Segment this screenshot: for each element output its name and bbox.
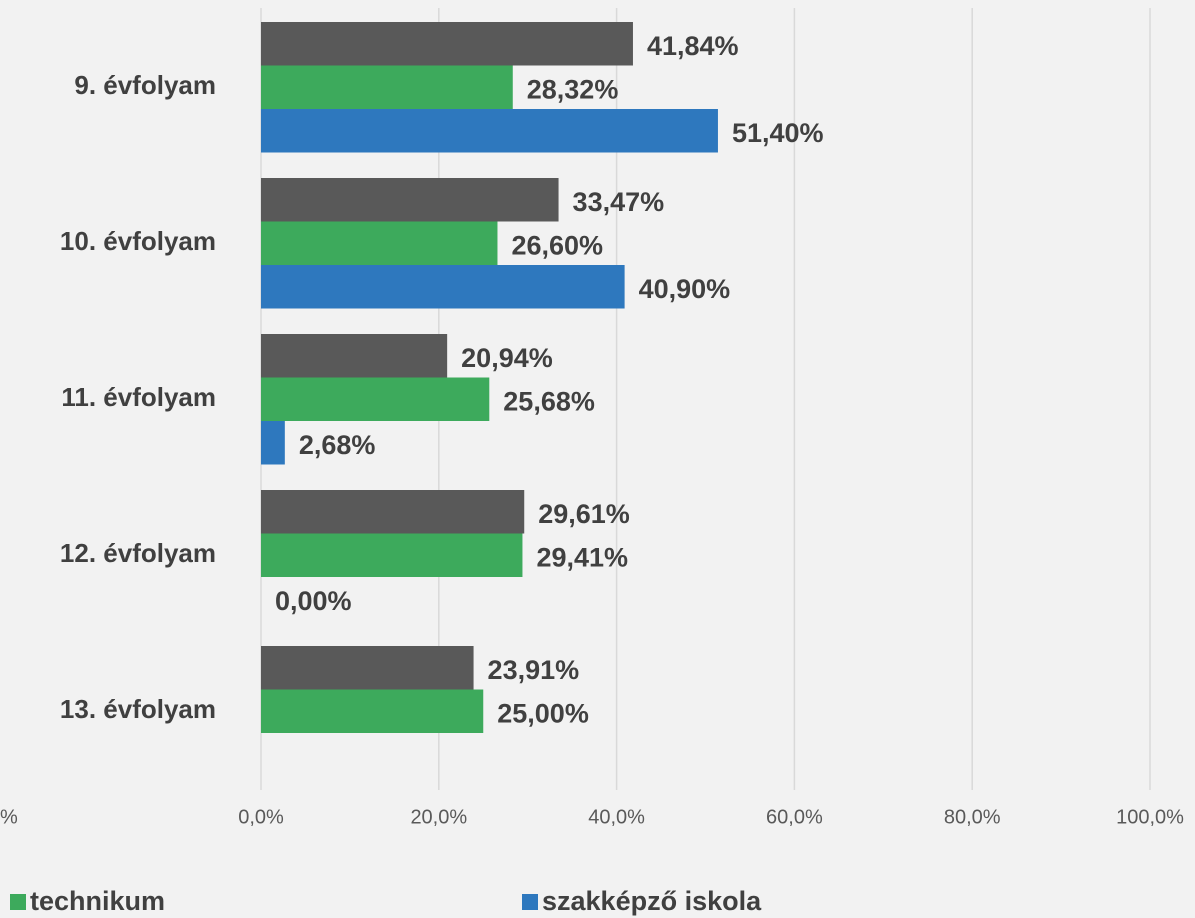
bar: [261, 533, 523, 577]
category-label: 12. évfolyam: [60, 538, 216, 568]
x-tick-label: 100,0%: [1116, 806, 1184, 828]
x-tick-label: 60,0%: [766, 806, 823, 828]
bar: [261, 490, 525, 534]
value-label: 29,41%: [536, 542, 628, 572]
category-label: 9. évfolyam: [74, 70, 216, 100]
bar: [261, 178, 559, 222]
legend-label: szakképző iskola: [542, 886, 762, 916]
x-tick-label: 0,0%: [238, 806, 284, 828]
bar: [261, 65, 513, 109]
bar: [261, 689, 484, 733]
category-label: 13. évfolyam: [60, 694, 216, 724]
value-label: 28,32%: [527, 74, 619, 104]
value-label: 25,00%: [497, 698, 589, 728]
bar: [261, 265, 625, 309]
legend-swatch: [522, 894, 538, 910]
bar: [261, 646, 474, 690]
category-label: 11. évfolyam: [61, 382, 216, 412]
bar: [261, 334, 448, 378]
value-label: 23,91%: [488, 655, 580, 685]
x-tick-label: 40,0%: [588, 806, 645, 828]
value-label: 40,90%: [639, 274, 731, 304]
x-tick-label: 20,0%: [410, 806, 467, 828]
bar: [261, 421, 285, 465]
bar: [261, 109, 718, 153]
value-label: 41,84%: [647, 31, 739, 61]
bar: [261, 22, 633, 66]
clipped-label: %: [0, 806, 18, 828]
bar: [261, 221, 498, 265]
value-label: 33,47%: [573, 187, 665, 217]
legend-label: technikum: [30, 886, 165, 916]
value-label: 20,94%: [461, 343, 553, 373]
value-label: 26,60%: [511, 230, 603, 260]
bar: [261, 377, 490, 421]
x-tick-label: 80,0%: [944, 806, 1001, 828]
value-label: 51,40%: [732, 118, 824, 148]
value-label: 25,68%: [503, 386, 595, 416]
category-label: 10. évfolyam: [60, 226, 216, 256]
value-label: 2,68%: [299, 430, 376, 460]
value-label: 29,61%: [538, 499, 630, 529]
legend-swatch: [10, 894, 26, 910]
value-label: 0,00%: [275, 586, 352, 616]
